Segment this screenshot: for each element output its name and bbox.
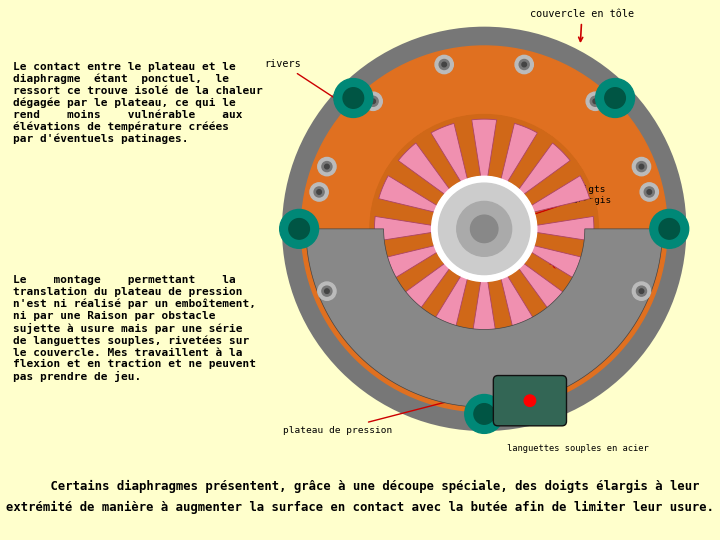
Circle shape xyxy=(636,161,647,172)
Circle shape xyxy=(431,176,537,281)
Polygon shape xyxy=(528,198,598,224)
Circle shape xyxy=(322,286,332,296)
Circle shape xyxy=(470,215,498,242)
Polygon shape xyxy=(453,273,479,342)
Polygon shape xyxy=(520,251,584,300)
Circle shape xyxy=(438,183,530,275)
Circle shape xyxy=(632,158,651,176)
Circle shape xyxy=(644,187,654,197)
Circle shape xyxy=(456,201,512,256)
Polygon shape xyxy=(398,143,452,197)
Circle shape xyxy=(586,92,604,110)
Circle shape xyxy=(318,282,336,300)
Polygon shape xyxy=(507,129,555,193)
Polygon shape xyxy=(516,143,570,197)
Polygon shape xyxy=(472,277,497,339)
Circle shape xyxy=(439,59,449,70)
Polygon shape xyxy=(527,245,590,282)
Text: couvercle en tôle: couvercle en tôle xyxy=(530,9,634,42)
Polygon shape xyxy=(490,273,516,342)
Polygon shape xyxy=(371,234,440,260)
Circle shape xyxy=(605,87,626,109)
Circle shape xyxy=(659,219,680,239)
Circle shape xyxy=(364,92,382,110)
Text: diaphragme: diaphragme xyxy=(541,260,599,302)
Circle shape xyxy=(322,161,332,172)
Circle shape xyxy=(639,289,644,293)
Text: Certains diaphragmes présentent, grâce à une découpe spéciale, des doigts élargi: Certains diaphragmes présentent, grâce à… xyxy=(21,480,699,492)
Polygon shape xyxy=(379,176,441,213)
Text: plateau de pression: plateau de pression xyxy=(283,398,457,435)
Polygon shape xyxy=(371,198,440,224)
Text: Le contact entre le plateau et le
diaphragme  étant  ponctuel,  le
ressort ce tr: Le contact entre le plateau et le diaphr… xyxy=(13,62,263,144)
Polygon shape xyxy=(528,234,598,260)
Polygon shape xyxy=(500,272,537,334)
Circle shape xyxy=(519,59,529,70)
Circle shape xyxy=(636,286,647,296)
Circle shape xyxy=(474,404,495,424)
Circle shape xyxy=(515,56,534,73)
Circle shape xyxy=(524,395,536,407)
Polygon shape xyxy=(413,265,462,329)
Text: Le    montage    permettant    la
translation du plateau de pression
n'est ni ré: Le montage permettant la translation du … xyxy=(13,275,256,382)
Circle shape xyxy=(522,62,526,67)
Polygon shape xyxy=(398,261,452,315)
Polygon shape xyxy=(516,261,570,315)
Polygon shape xyxy=(306,229,662,407)
Circle shape xyxy=(435,56,454,73)
Text: rivers: rivers xyxy=(265,59,339,101)
Circle shape xyxy=(465,395,503,434)
Circle shape xyxy=(318,158,336,176)
Polygon shape xyxy=(527,176,590,213)
Circle shape xyxy=(301,46,667,412)
Circle shape xyxy=(279,210,318,248)
Polygon shape xyxy=(472,119,497,181)
Circle shape xyxy=(647,190,652,194)
Circle shape xyxy=(632,282,651,300)
Circle shape xyxy=(289,219,310,239)
Text: doigts
élargis: doigts élargis xyxy=(529,185,611,217)
Polygon shape xyxy=(453,116,479,185)
FancyBboxPatch shape xyxy=(493,375,567,426)
Circle shape xyxy=(595,79,634,117)
Circle shape xyxy=(640,183,658,201)
Circle shape xyxy=(317,190,321,194)
Polygon shape xyxy=(431,123,469,186)
Polygon shape xyxy=(374,217,436,241)
Circle shape xyxy=(368,96,378,106)
Polygon shape xyxy=(431,272,469,334)
Polygon shape xyxy=(490,116,516,185)
Polygon shape xyxy=(379,245,441,282)
Text: languettes souples en acier: languettes souples en acier xyxy=(507,444,649,453)
Circle shape xyxy=(371,99,375,104)
Polygon shape xyxy=(507,265,555,329)
Circle shape xyxy=(310,183,328,201)
Circle shape xyxy=(343,87,364,109)
Polygon shape xyxy=(384,251,449,300)
Polygon shape xyxy=(532,217,594,241)
Circle shape xyxy=(314,187,324,197)
Circle shape xyxy=(370,114,598,343)
Circle shape xyxy=(334,79,373,117)
Circle shape xyxy=(325,289,329,293)
Text: extrémité de manière à augmenter la surface en contact avec la butée afin de lim: extrémité de manière à augmenter la surf… xyxy=(6,501,714,514)
Circle shape xyxy=(650,210,689,248)
Polygon shape xyxy=(384,158,449,206)
Polygon shape xyxy=(413,129,462,193)
Circle shape xyxy=(590,96,600,106)
Polygon shape xyxy=(500,123,537,186)
Circle shape xyxy=(283,28,685,430)
Circle shape xyxy=(325,164,329,169)
Polygon shape xyxy=(520,158,584,206)
Circle shape xyxy=(639,164,644,169)
Circle shape xyxy=(442,62,446,67)
Circle shape xyxy=(593,99,598,104)
